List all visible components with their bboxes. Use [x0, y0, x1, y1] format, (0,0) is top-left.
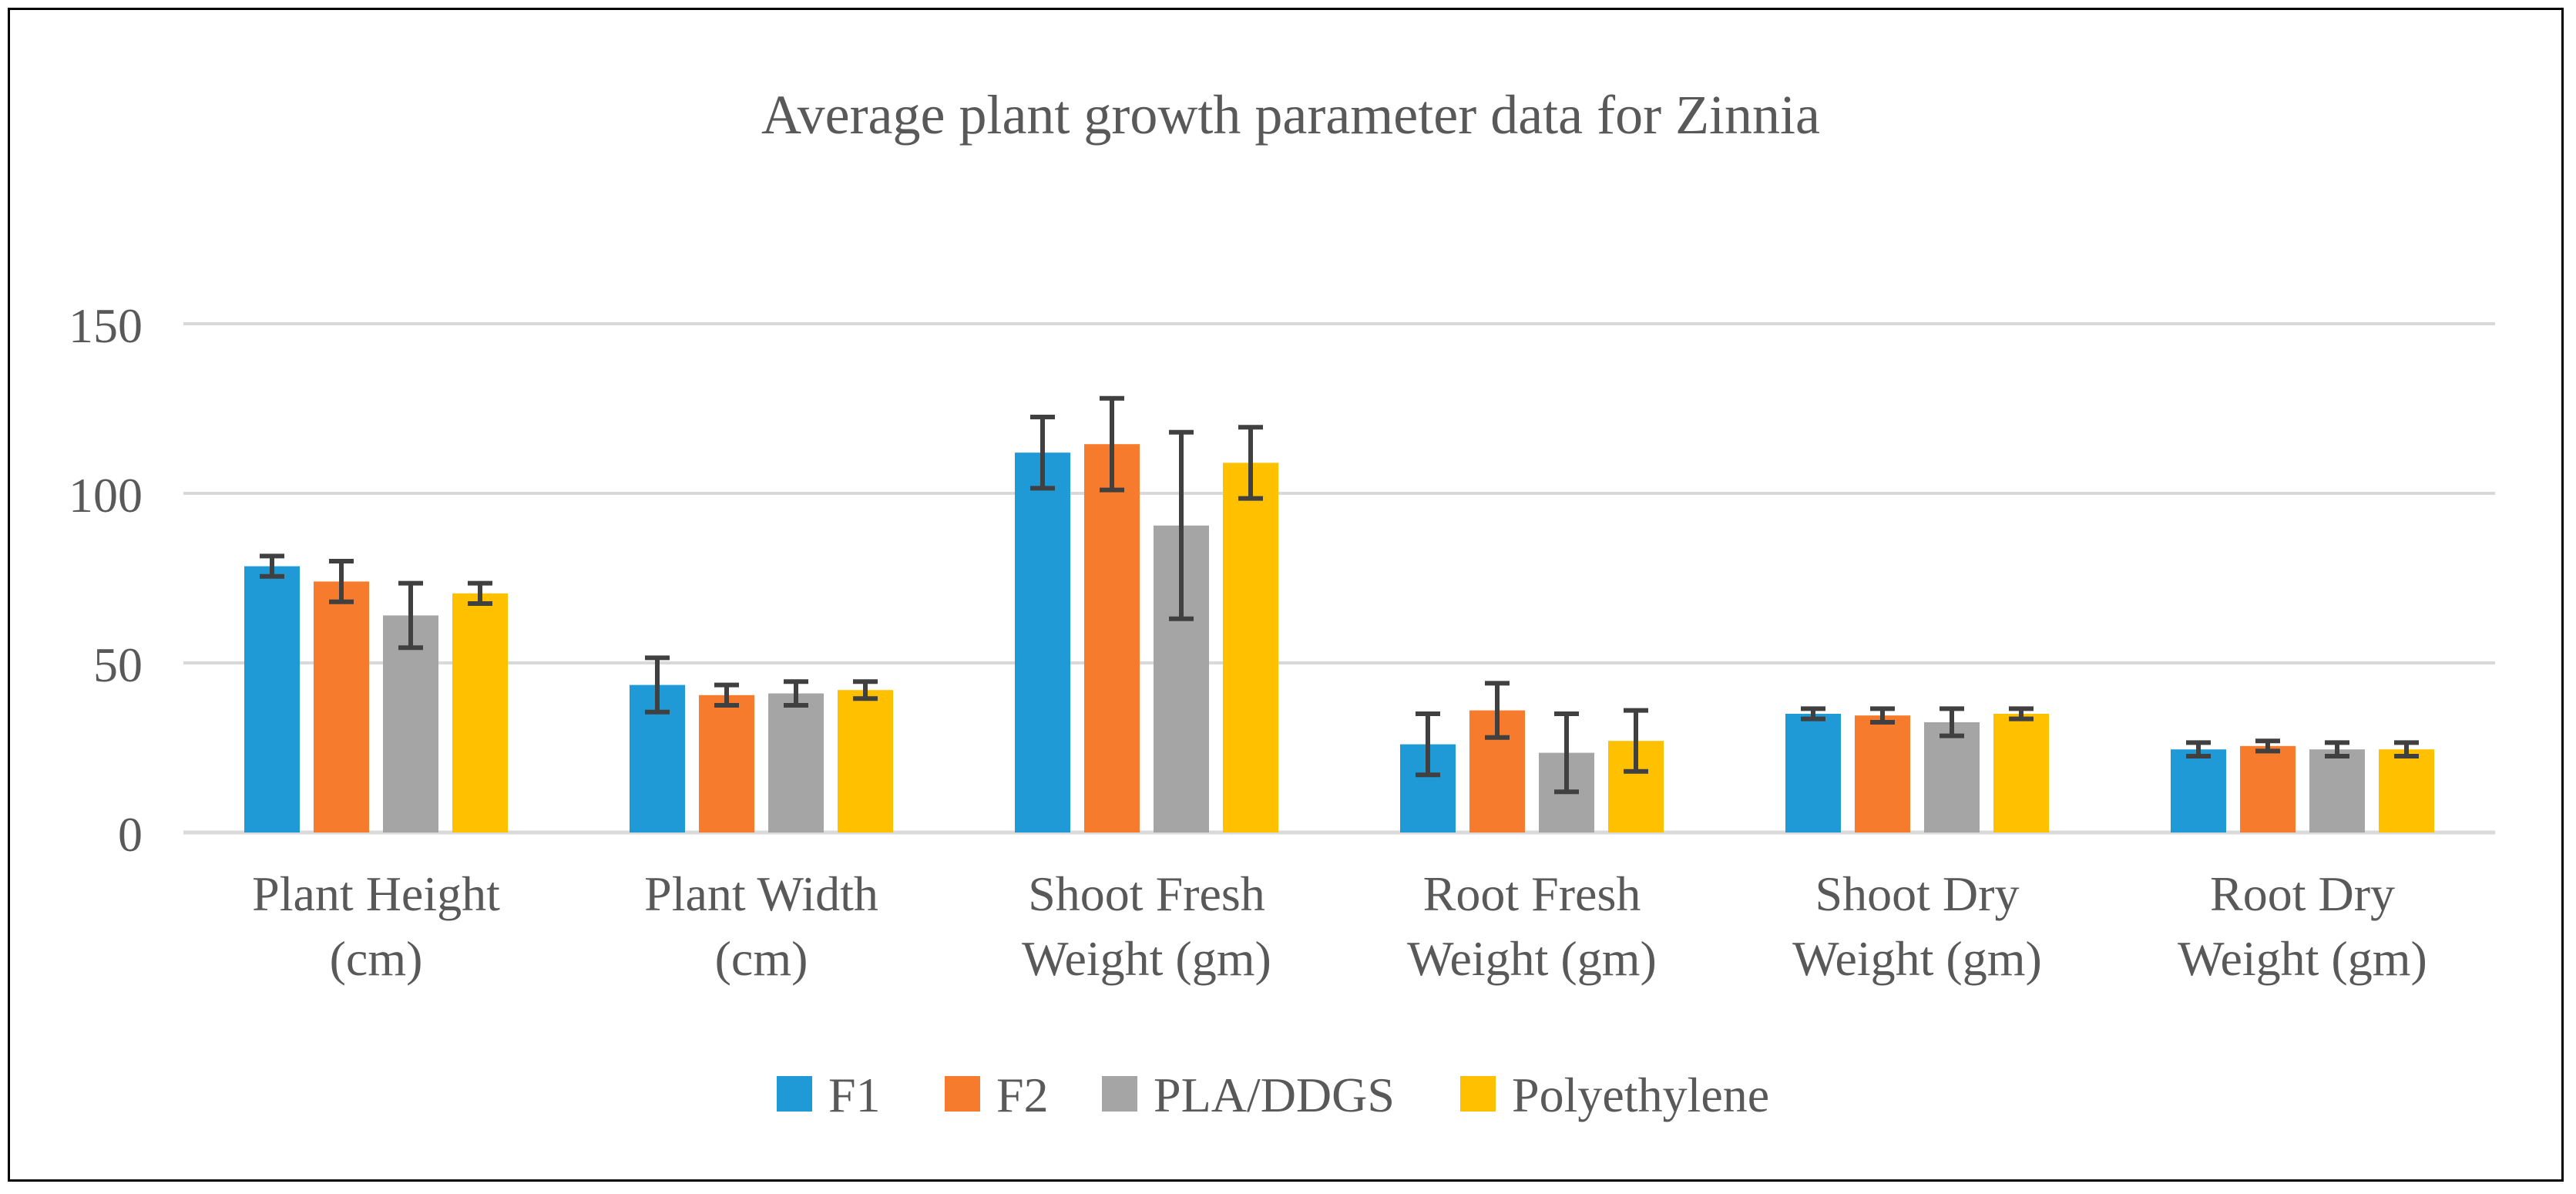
- error-bar: [1416, 711, 1440, 778]
- error-bar: [329, 559, 354, 604]
- legend-item-polyethylene[interactable]: Polyethylene: [1460, 1068, 1769, 1122]
- x-category-label: Plant Height: [252, 866, 500, 921]
- gridlines: [183, 322, 2495, 835]
- legend-swatch: [945, 1076, 980, 1112]
- x-category-label: Weight (gm): [2178, 931, 2427, 986]
- x-category-label: Weight (gm): [1792, 931, 2042, 986]
- bar-polyethylene-0: [452, 593, 508, 832]
- error-bar: [1169, 429, 1194, 621]
- bar-f2-5: [2240, 745, 2296, 832]
- x-category-label: Plant Width: [644, 866, 878, 921]
- bar-f1-0: [244, 566, 300, 832]
- bar-pla-ddgs-1: [768, 693, 824, 832]
- legend-swatch: [1102, 1076, 1137, 1112]
- bar-f1-5: [2171, 749, 2226, 832]
- bar-pla-ddgs-5: [2309, 749, 2365, 832]
- error-bar: [645, 655, 670, 715]
- legend-item-f1[interactable]: F1: [777, 1068, 881, 1122]
- error-bar: [1238, 425, 1263, 501]
- x-category-label: Weight (gm): [1407, 931, 1657, 986]
- legend-item-f2[interactable]: F2: [945, 1068, 1049, 1122]
- error-bar: [784, 679, 808, 708]
- bar-polyethylene-1: [838, 690, 893, 832]
- legend[interactable]: F1 F2 PLA/DDGS Polyethylene: [777, 1068, 1769, 1122]
- legend-swatch: [777, 1076, 812, 1112]
- bar-pla-ddgs-4: [1924, 722, 1980, 832]
- bar-f2-2: [1084, 444, 1140, 832]
- legend-label: F1: [828, 1068, 881, 1122]
- error-bar: [398, 580, 423, 651]
- bar-f2-0: [314, 581, 369, 832]
- legend-label: PLA/DDGS: [1154, 1068, 1395, 1122]
- y-tick-label: 150: [69, 298, 143, 353]
- y-tick-label: 0: [118, 807, 143, 862]
- chart-title: Average plant growth parameter data for …: [761, 84, 1820, 146]
- chart-frame: Average plant growth parameter data for …: [8, 8, 2564, 1182]
- error-bar: [1485, 681, 1510, 740]
- error-bar: [468, 580, 492, 606]
- error-bar: [1100, 395, 1124, 493]
- legend-swatch: [1460, 1076, 1496, 1112]
- x-category-label: Root Fresh: [1423, 866, 1641, 921]
- y-tick-label: 50: [93, 637, 143, 692]
- x-category-label: (cm): [715, 931, 808, 986]
- x-category-label: Weight (gm): [1022, 931, 1271, 986]
- error-bars: [260, 395, 2419, 795]
- error-bar: [1940, 706, 1964, 738]
- bar-pla-ddgs-0: [383, 615, 438, 832]
- error-bar: [1624, 708, 1648, 774]
- error-bar: [853, 679, 878, 701]
- y-tick-label: 100: [69, 468, 143, 523]
- error-bar: [1870, 706, 1895, 725]
- error-bar: [2255, 738, 2280, 754]
- error-bar: [260, 553, 284, 579]
- bar-f2-1: [699, 695, 754, 832]
- error-bar: [1030, 415, 1055, 491]
- x-category-label: (cm): [330, 931, 423, 986]
- legend-item-pla-ddgs[interactable]: PLA/DDGS: [1102, 1068, 1395, 1122]
- legend-label: F2: [996, 1068, 1049, 1122]
- x-category-label: Root Dry: [2210, 866, 2395, 921]
- x-category-label: Shoot Dry: [1815, 866, 2020, 921]
- error-bar: [714, 682, 739, 708]
- chart-canvas: Average plant growth parameter data for …: [69, 84, 2495, 1122]
- bar-polyethylene-2: [1223, 462, 1278, 832]
- bar-polyethylene-4: [1993, 714, 2049, 832]
- y-axis-tick-labels: 0 50 100 150: [69, 298, 143, 862]
- error-bar: [2394, 740, 2419, 758]
- x-axis-category-labels: Plant Height (cm) Plant Width (cm) Shoot Fre…: [252, 866, 2427, 986]
- bar-f1-2: [1015, 452, 1070, 832]
- error-bar: [2186, 740, 2211, 758]
- legend-label: Polyethylene: [1512, 1068, 1769, 1122]
- bars: [244, 444, 2434, 832]
- error-bar: [2009, 706, 2034, 721]
- bar-polyethylene-5: [2379, 749, 2434, 832]
- error-bar: [1554, 711, 1579, 795]
- x-category-label: Shoot Fresh: [1028, 866, 1265, 921]
- error-bar: [2325, 740, 2349, 758]
- error-bar: [1801, 706, 1825, 721]
- bar-f2-4: [1855, 715, 1910, 832]
- bar-f1-4: [1785, 714, 1841, 832]
